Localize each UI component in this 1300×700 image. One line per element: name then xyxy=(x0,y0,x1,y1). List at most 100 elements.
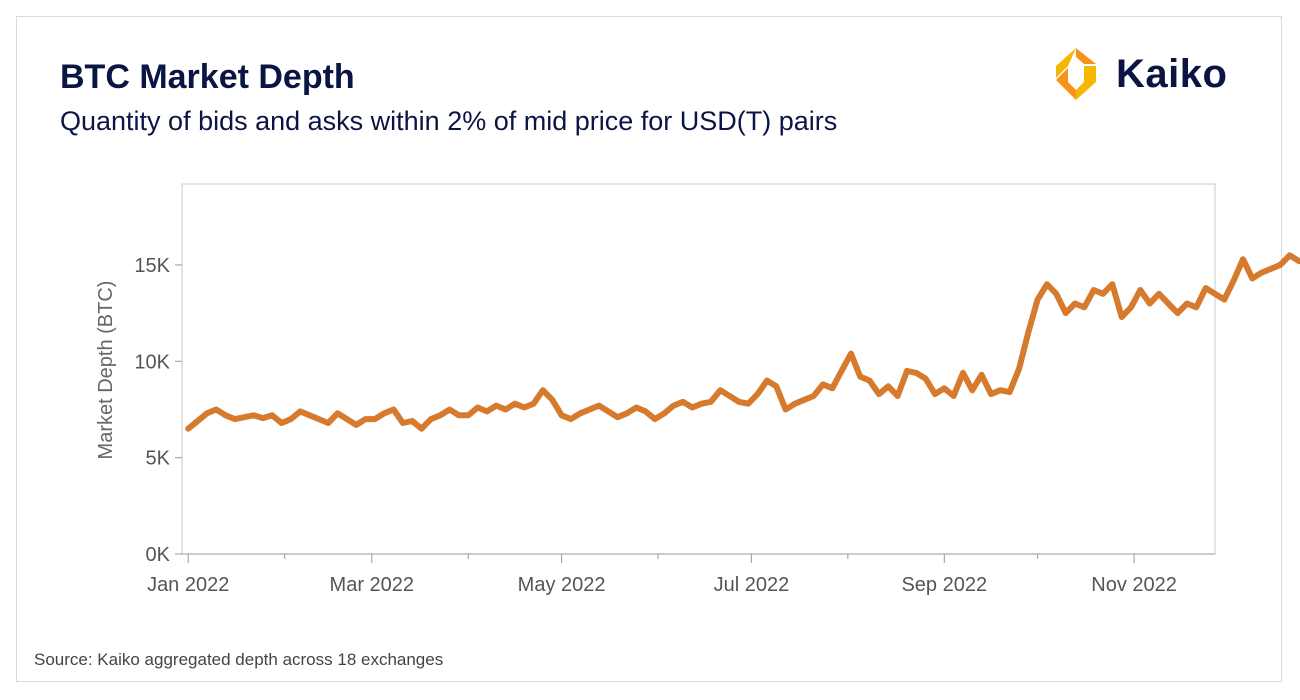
data-point xyxy=(877,392,881,396)
data-point xyxy=(1008,390,1012,394)
data-point xyxy=(1176,311,1180,315)
data-point xyxy=(672,404,676,408)
data-point xyxy=(224,413,228,417)
data-point xyxy=(326,421,330,425)
data-point xyxy=(522,406,526,409)
data-point xyxy=(513,402,517,406)
x-tick-label: Sep 2022 xyxy=(901,574,987,596)
data-point xyxy=(830,386,834,390)
data-point xyxy=(840,369,844,373)
data-point xyxy=(784,408,788,411)
kaiko-logo-icon xyxy=(1056,48,1096,100)
data-point xyxy=(756,392,760,396)
data-point xyxy=(616,415,620,419)
data-point xyxy=(1101,292,1105,296)
data-point xyxy=(662,411,666,415)
data-point xyxy=(392,408,396,411)
data-point xyxy=(634,406,638,409)
data-point xyxy=(1026,330,1030,334)
data-point xyxy=(401,421,405,425)
data-point xyxy=(868,379,872,383)
data-point xyxy=(1157,292,1161,296)
data-point xyxy=(625,411,629,415)
data-point xyxy=(644,409,648,413)
data-point xyxy=(308,413,312,417)
kaiko-logo: Kaiko xyxy=(1046,44,1227,104)
data-point xyxy=(942,386,946,390)
y-tick-label: 0K xyxy=(146,544,171,566)
data-point xyxy=(998,388,1002,392)
x-tick-label: May 2022 xyxy=(518,574,606,596)
data-point xyxy=(298,409,302,413)
x-tick-label: Jan 2022 xyxy=(147,574,229,596)
data-point xyxy=(466,413,470,417)
data-point xyxy=(728,394,732,398)
data-point xyxy=(1278,263,1282,267)
data-point xyxy=(317,417,321,421)
data-point xyxy=(476,406,480,409)
data-point xyxy=(448,408,452,411)
data-point xyxy=(905,369,909,373)
data-point xyxy=(1204,286,1208,290)
data-point xyxy=(914,371,918,375)
data-point xyxy=(690,406,694,409)
data-point xyxy=(364,417,368,421)
chart-title: BTC Market Depth xyxy=(60,58,355,96)
data-point xyxy=(270,413,274,417)
data-point xyxy=(494,404,498,408)
data-point xyxy=(336,411,340,415)
data-point xyxy=(504,408,508,411)
data-point xyxy=(457,413,461,417)
data-point xyxy=(961,371,965,375)
data-point xyxy=(252,413,256,417)
data-point xyxy=(765,379,769,383)
data-point xyxy=(196,419,200,423)
data-point xyxy=(1082,305,1086,309)
data-point xyxy=(560,413,564,417)
data-point xyxy=(774,384,778,388)
data-point xyxy=(1054,292,1058,296)
y-tick-label: 5K xyxy=(146,448,171,470)
data-point xyxy=(1260,271,1264,275)
data-point xyxy=(1120,315,1124,319)
data-point xyxy=(410,419,414,423)
x-tick-label: Mar 2022 xyxy=(330,574,415,596)
data-point xyxy=(737,400,741,404)
data-point xyxy=(1036,298,1040,302)
data-point xyxy=(1269,267,1273,271)
data-point xyxy=(1222,298,1226,302)
data-point xyxy=(1185,302,1189,305)
data-point xyxy=(653,417,657,421)
data-point xyxy=(793,402,797,406)
data-point xyxy=(345,417,349,421)
data-point xyxy=(242,415,246,419)
data-point xyxy=(606,409,610,413)
data-point xyxy=(858,375,862,379)
data-point xyxy=(1138,288,1142,292)
data-point xyxy=(821,382,825,386)
data-point xyxy=(550,398,554,402)
data-point xyxy=(924,377,928,381)
data-point xyxy=(681,400,685,404)
data-point xyxy=(933,392,937,396)
plot-area-frame xyxy=(181,183,1216,555)
data-point xyxy=(1073,302,1077,305)
data-point xyxy=(214,408,218,411)
source-note: Source: Kaiko aggregated depth across 18… xyxy=(34,650,444,669)
data-point xyxy=(989,392,993,396)
data-point xyxy=(1129,305,1133,309)
data-point xyxy=(1297,259,1300,263)
data-point xyxy=(896,394,900,398)
data-point xyxy=(1288,253,1292,257)
data-point xyxy=(1194,305,1198,309)
data-point xyxy=(578,411,582,415)
data-point xyxy=(597,404,601,408)
data-point xyxy=(1232,278,1236,282)
data-point xyxy=(541,388,545,392)
data-point xyxy=(382,411,386,415)
x-tick-label: Jul 2022 xyxy=(714,574,790,596)
data-point xyxy=(1250,276,1254,280)
y-axis-title: Market Depth (BTC) xyxy=(95,281,117,460)
data-point xyxy=(233,417,237,421)
